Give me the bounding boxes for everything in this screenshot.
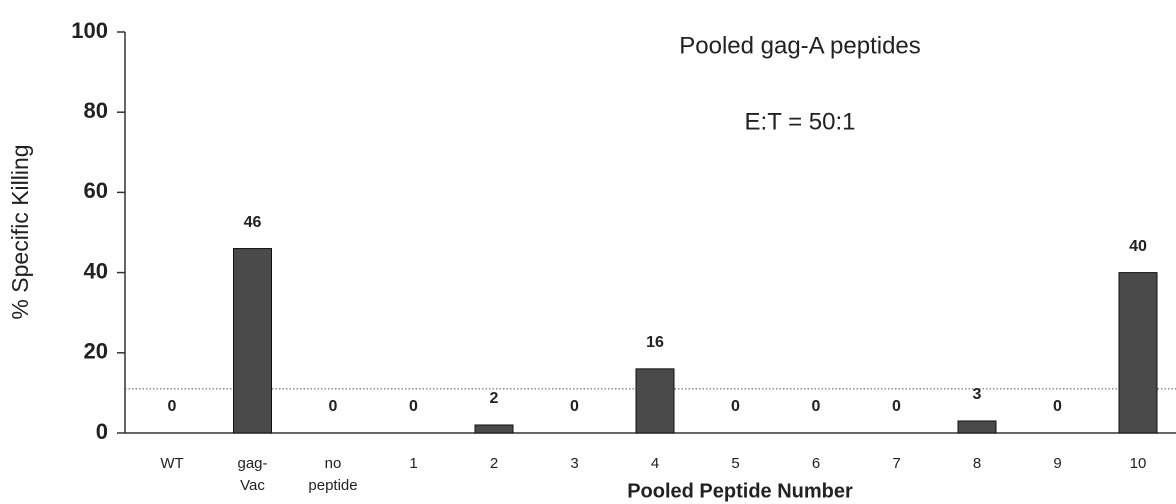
x-tick-label-line: gag-: [237, 455, 267, 472]
bar: [233, 248, 272, 434]
y-tick-label: 20: [84, 339, 108, 364]
value-label: 2: [490, 390, 499, 407]
x-tick-label: 1: [409, 455, 417, 472]
value-label: 0: [892, 398, 901, 415]
value-label: 0: [168, 398, 177, 415]
bar: [635, 368, 675, 434]
value-label: 0: [731, 398, 740, 415]
bar: [474, 424, 514, 434]
x-tick-label-line: peptide: [308, 477, 357, 494]
x-axis-label: Pooled Peptide Number: [627, 480, 853, 502]
x-tick-label: no peptide: [308, 455, 357, 494]
x-tick-label: 2: [490, 455, 498, 472]
y-tick-label: 60: [84, 178, 108, 203]
value-label: 46: [244, 214, 262, 231]
value-label: 16: [646, 334, 664, 351]
x-tick-label: 8: [973, 455, 981, 472]
x-tick-label: 3: [570, 455, 578, 472]
bar: [957, 420, 997, 434]
value-label: 40: [1129, 238, 1147, 255]
y-tick-label: 80: [84, 98, 108, 123]
y-axis-label: % Specific Killing: [7, 144, 33, 319]
x-tick-label: 6: [812, 455, 820, 472]
x-tick-label-line: no: [325, 455, 342, 472]
x-tick-label: 10: [1130, 455, 1147, 472]
x-tick-label: 9: [1053, 455, 1061, 472]
x-tick-label: 4: [651, 455, 659, 472]
annotation: E:T = 50:1: [745, 108, 856, 135]
y-tick-label: 0: [96, 419, 108, 444]
x-tick-label: 7: [892, 455, 900, 472]
y-tick-label: 40: [84, 258, 108, 283]
x-tick-label: WT: [160, 455, 183, 472]
value-label: 0: [409, 398, 418, 415]
value-label: 3: [973, 386, 982, 403]
chart-title: Pooled gag-A peptides: [679, 32, 921, 59]
bar: [1118, 272, 1158, 434]
value-label: 0: [812, 398, 821, 415]
x-tick-label-line: Vac: [240, 477, 265, 494]
y-tick-label: 100: [71, 18, 108, 43]
x-tick-label: gag- Vac: [237, 455, 267, 494]
value-label: 0: [1053, 398, 1062, 415]
value-label: 0: [570, 398, 579, 415]
value-label: 0: [329, 398, 338, 415]
x-tick-label: 5: [731, 455, 739, 472]
